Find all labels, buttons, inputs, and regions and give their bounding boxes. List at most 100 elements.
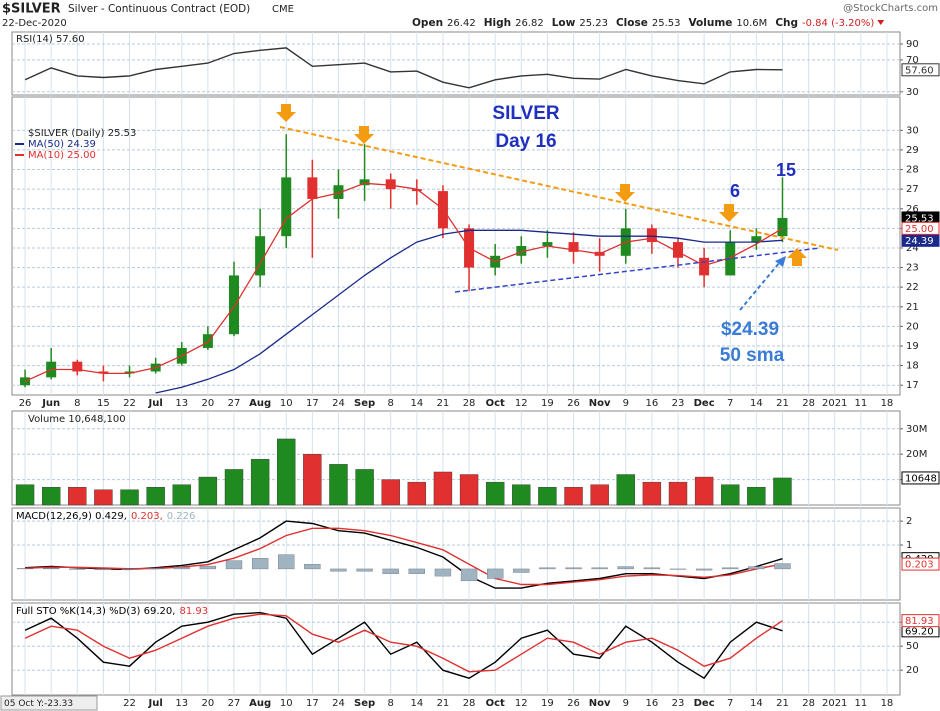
x-tick-label: Oct: [486, 698, 505, 709]
candle-body: [98, 371, 109, 374]
volume-bar: [94, 489, 113, 506]
y-tick-label: 24: [906, 243, 919, 254]
x-tick-label: 2021: [822, 398, 847, 409]
x-tick-label: 18: [881, 398, 894, 409]
volume-bar: [538, 487, 557, 506]
histogram-bar: [121, 568, 138, 570]
x-tick-label: 10: [280, 398, 293, 409]
volume-bar: [642, 481, 662, 506]
candle-body: [281, 177, 292, 237]
candle-body: [124, 371, 135, 374]
last-value-box: [901, 471, 940, 485]
source: @StockCharts.com: [843, 3, 938, 14]
histogram-bar: [382, 568, 399, 574]
cursor-label: 05 Oct Y:-23.33: [4, 699, 73, 709]
x-tick-label: 22: [123, 698, 136, 709]
quote-value: 26.42: [447, 18, 476, 29]
x-tick-label: 18: [881, 698, 894, 709]
candle-body: [725, 242, 736, 276]
arrow: [354, 126, 374, 144]
last-value: 69.20: [905, 626, 934, 637]
candle-body: [307, 177, 318, 199]
volume-bar: [485, 481, 505, 506]
histogram-bar: [225, 560, 243, 570]
legend-entry: MA(50) 24.39: [28, 139, 96, 150]
volume-bar: [120, 489, 139, 506]
quote-value: 25.23: [579, 18, 608, 29]
x-tick-label: 20: [202, 398, 215, 409]
x-tick-label: 9: [623, 398, 629, 409]
x-tick-label: 8: [388, 698, 394, 709]
histogram-bar: [617, 566, 634, 570]
candle-body: [673, 242, 683, 258]
series-line: [155, 229, 783, 394]
y-tick-label: 27: [906, 184, 919, 195]
quote-label: Chg: [775, 17, 798, 29]
x-tick-label: 28: [463, 398, 476, 409]
x-tick-label: 8: [74, 398, 80, 409]
x-tick-label: Nov: [589, 398, 611, 409]
candle-body: [72, 361, 83, 372]
resistance-line: [279, 126, 839, 251]
quote: Open 26.42 High 26.82 Low 25.23 Close 25.53 Volu…: [412, 17, 885, 29]
y-tick-label: 20M: [906, 449, 927, 460]
candle-body: [333, 185, 344, 199]
quote-label: Volume: [689, 17, 733, 29]
x-tick-label: 16: [646, 398, 659, 409]
series-line: [24, 182, 783, 382]
candle-body: [777, 217, 788, 237]
last-value-box: [901, 221, 940, 235]
histogram-bar: [487, 568, 504, 579]
x-tick-label: 26: [567, 398, 580, 409]
candle-body: [411, 189, 422, 192]
histogram-bar: [539, 567, 556, 570]
annotation: 15: [776, 160, 796, 180]
pointer: [739, 261, 781, 311]
annotation: 6: [730, 181, 740, 201]
volume-bar: [68, 487, 87, 506]
x-tick-label: Dec: [694, 698, 715, 709]
volume-bar: [668, 481, 688, 506]
x-tick-label: 14: [410, 398, 423, 409]
quote-label: Open: [412, 17, 443, 29]
marks: [15, 47, 792, 680]
candle-body: [646, 228, 657, 243]
x-tick-label: 24: [332, 698, 345, 709]
candle-body: [568, 242, 579, 252]
histogram-bar: [173, 567, 190, 570]
x-tick-label: 21: [776, 398, 789, 409]
y-tick-label: 29: [906, 145, 919, 156]
pointer-head: [775, 256, 786, 267]
x-tick-label: 7: [727, 698, 733, 709]
x-tick-label: 14: [750, 698, 763, 709]
annotation: Day 16: [495, 131, 556, 152]
x-tick-label: 14: [410, 698, 423, 709]
volume-bar: [564, 487, 583, 506]
volume-bar: [329, 464, 348, 506]
volume-bar: [277, 438, 296, 506]
x-tick-label: 19: [541, 398, 554, 409]
arrow: [276, 104, 296, 122]
y-tick-label: 2: [906, 516, 912, 527]
volume-bar: [146, 487, 165, 506]
volume-bar: [590, 484, 609, 506]
last-value-box: [901, 557, 940, 571]
symbol: $SILVER: [2, 2, 61, 17]
x-tick-label: Jul: [148, 698, 163, 709]
histogram-bar: [513, 568, 530, 573]
y-tick-label: 30: [906, 87, 919, 98]
quote-label: Close: [616, 17, 648, 29]
x-tick-label: 13: [175, 698, 188, 709]
x-tick-label: 9: [623, 698, 629, 709]
panel-title: Full STO %K(14,3) %D(3) 69.20,: [16, 606, 175, 617]
volume-bar: [773, 477, 792, 506]
last-value: 24.39: [905, 236, 934, 247]
volume-bar: [459, 474, 479, 506]
y-tick-label: 30M: [906, 424, 927, 435]
y-tick-label: 23: [906, 263, 919, 274]
x-tick-label: 27: [228, 398, 241, 409]
y-tick-label: 19: [906, 341, 919, 352]
histogram-bar: [43, 568, 60, 570]
